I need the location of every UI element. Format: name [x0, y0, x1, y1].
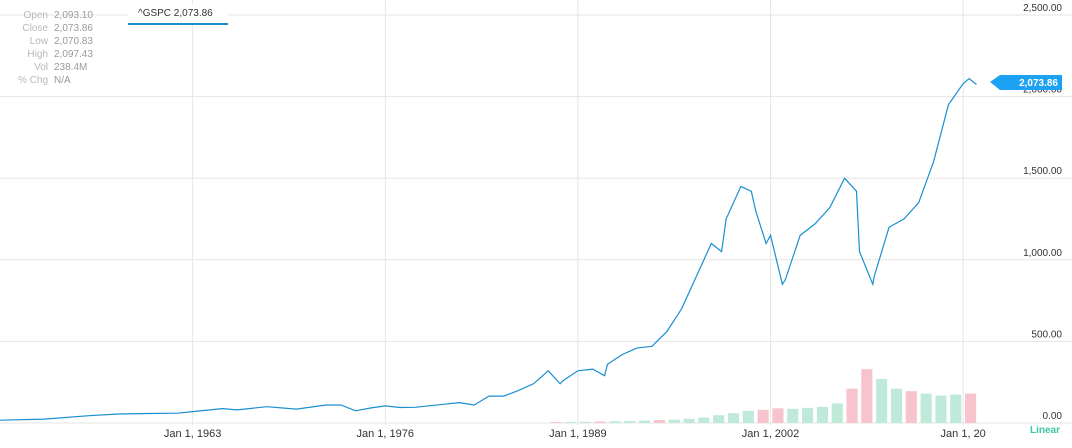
- volume-bar: [742, 410, 754, 423]
- y-tick-label: 2,000.00: [1023, 85, 1062, 96]
- ohlc-panel: Open 2,093.10 Close 2,073.86 Low 2,070.8…: [8, 9, 93, 87]
- volume-bar: [564, 421, 577, 423]
- volume-bar: [905, 391, 917, 423]
- volume-bar: [831, 403, 843, 423]
- volume-bar: [965, 393, 977, 423]
- scale-toggle-button[interactable]: Linear: [1030, 425, 1061, 436]
- ohlc-label: Close: [22, 23, 48, 34]
- ohlc-row-vol: Vol 238.4M: [8, 61, 93, 74]
- ohlc-value: N/A: [54, 75, 71, 86]
- ohlc-row-pct-chg: % Chg N/A: [8, 74, 93, 87]
- volume-bar: [950, 394, 962, 423]
- last-price-tag-shape: [990, 75, 1062, 90]
- volume-bar: [624, 421, 636, 423]
- chart-grid: [0, 0, 1072, 425]
- volume-bar: [861, 369, 873, 423]
- y-tick-label: 2,500.00: [1023, 3, 1062, 14]
- ohlc-value: 2,070.83: [54, 36, 93, 47]
- ohlc-row-close: Close 2,073.86: [8, 22, 93, 35]
- ohlc-value: 2,073.86: [54, 23, 93, 34]
- volume-bar: [876, 378, 888, 423]
- y-axis: 0.00 500.00 1,000.00 1,500.00 2,000.00 2,500.…: [1023, 3, 1062, 422]
- volume-bar: [816, 406, 828, 423]
- ohlc-row-low: Low 2,070.83: [8, 35, 93, 48]
- last-price-tag: 2,073.86: [990, 75, 1062, 90]
- volume-bar: [802, 407, 814, 423]
- ohlc-label: Open: [23, 10, 48, 21]
- y-tick-label: 500.00: [1031, 329, 1062, 340]
- ohlc-value: 2,093.10: [54, 10, 93, 21]
- x-tick-label: Jan 1, 1963: [164, 428, 222, 440]
- volume-bar: [787, 408, 799, 423]
- volume-bar: [727, 413, 740, 423]
- ohlc-row-high: High 2,097.43: [8, 48, 93, 61]
- ohlc-label: High: [27, 49, 48, 60]
- y-tick-label: 1,000.00: [1023, 248, 1062, 259]
- volume-bar: [594, 421, 606, 423]
- x-axis: Jan 1, 1963 Jan 1, 1976 Jan 1, 1989 Jan 1, …: [164, 428, 986, 440]
- x-tick-label: Jan 1, 20: [941, 428, 986, 440]
- volume-bar: [772, 408, 784, 423]
- volume-bar: [683, 418, 695, 423]
- volume-bar: [846, 388, 858, 423]
- volume-bar: [920, 393, 932, 423]
- last-price-tag-text: 2,073.86: [1019, 78, 1058, 89]
- volume-bar: [579, 421, 591, 423]
- x-tick-label: Jan 1, 1976: [357, 428, 415, 440]
- volume-bar: [757, 409, 769, 423]
- volume-bar: [713, 415, 725, 423]
- volume-bar: [935, 395, 947, 423]
- ohlc-label: Vol: [34, 62, 48, 73]
- volume-bar: [653, 420, 665, 423]
- y-tick-label: 0.00: [1043, 411, 1063, 422]
- volume-bar: [609, 421, 621, 423]
- ohlc-label: Low: [29, 36, 48, 47]
- ohlc-value: 238.4M: [54, 62, 88, 73]
- volume-bars: [550, 369, 977, 423]
- volume-bar: [639, 420, 651, 423]
- volume-bar: [668, 419, 680, 423]
- x-tick-label: Jan 1, 2002: [742, 428, 800, 440]
- volume-bar: [550, 422, 562, 423]
- price-line: [0, 77, 977, 421]
- ohlc-value: 2,097.43: [54, 49, 93, 60]
- volume-bar: [698, 417, 710, 423]
- ticker-legend[interactable]: ^GSPC 2,073.86: [128, 5, 228, 25]
- y-tick-label: 1,500.00: [1023, 166, 1062, 177]
- ohlc-label: % Chg: [17, 75, 48, 86]
- ohlc-row-open: Open 2,093.10: [8, 9, 93, 22]
- x-tick-label: Jan 1, 1989: [549, 428, 607, 440]
- volume-bar: [890, 388, 903, 423]
